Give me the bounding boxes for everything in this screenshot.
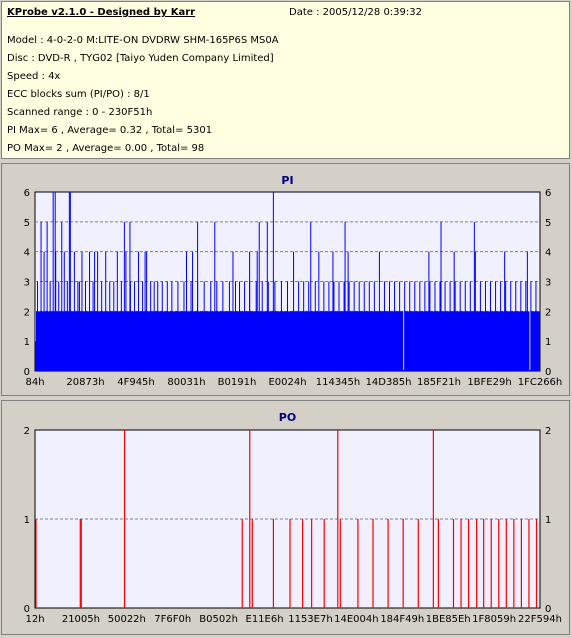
x-tick-label: 80031h <box>167 377 205 388</box>
y-tick-label: 5 <box>24 218 30 229</box>
x-tick-label: 184F49h <box>380 614 424 625</box>
x-tick-label: 4F945h <box>117 377 155 388</box>
pi-stats: PI Max= 6 , Average= 0.32 , Total= 5301 <box>7 125 213 136</box>
y-tick-label: 1 <box>24 337 30 348</box>
ecc-blocks: ECC blocks sum (PI/PO) : 8/1 <box>7 89 150 100</box>
y-tick-label-right: 2 <box>545 426 551 437</box>
pi-chart: PI 0 0 1 1 2 2 3 3 4 4 5 5 6 6 84h 20873h 4F945h 80031h B01… <box>24 174 563 388</box>
x-tick-label: 1BE85Eh <box>426 614 471 625</box>
y-tick-label-right: 1 <box>545 515 551 526</box>
x-tick-label: 1F8059h <box>472 614 516 625</box>
x-tick-label: 1153E7h <box>288 614 332 625</box>
y-tick-label-right: 2 <box>545 307 551 318</box>
chart-title: PO <box>279 411 296 424</box>
y-tick-label: 1 <box>24 515 30 526</box>
x-tick-label: 7F6F0h <box>154 614 191 625</box>
x-tick-label: 84h <box>25 377 44 388</box>
y-tick-label-right: 4 <box>545 248 551 259</box>
x-tick-label: E0024h <box>268 377 306 388</box>
y-tick-label: 2 <box>24 426 30 437</box>
y-tick-label: 3 <box>24 278 30 289</box>
po-chart-panel: PO 0 0 1 1 2 2 12h 21005h 50022h 7F6F0h B0502h E11E6… <box>1 400 570 635</box>
y-tick-label: 0 <box>24 367 30 378</box>
chart-title: PI <box>281 174 293 187</box>
x-tick-label: B0191h <box>218 377 257 388</box>
y-tick-label: 0 <box>24 604 30 615</box>
x-tick-label: 12h <box>25 614 44 625</box>
scanned-range: Scanned range : 0 - 230F51h <box>7 107 153 118</box>
y-tick-label-right: 0 <box>545 367 551 378</box>
po-chart: PO 0 0 1 1 2 2 12h 21005h 50022h 7F6F0h B0502h E11E6… <box>24 411 562 625</box>
x-tick-label: 22F594h <box>518 614 562 625</box>
y-tick-label-right: 1 <box>545 337 551 348</box>
disc-info: Disc : DVD-R , TYG02 [Taiyo Yuden Compan… <box>7 53 274 64</box>
y-tick-label: 4 <box>24 248 30 259</box>
drive-model: Model : 4-0-2-0 M:LITE-ON DVDRW SHM-165P… <box>7 35 279 46</box>
x-tick-label: 114345h <box>316 377 361 388</box>
x-tick-label: 14D385h <box>366 377 412 388</box>
app-title: KProbe v2.1.0 - Designed by Karr <box>7 7 196 18</box>
po-series <box>35 430 538 608</box>
x-tick-label: E11E6h <box>246 614 284 625</box>
x-tick-label: 14E004h <box>334 614 378 625</box>
x-tick-label: 50022h <box>108 614 146 625</box>
y-tick-label: 2 <box>24 307 30 318</box>
x-tick-label: 1FC266h <box>518 377 563 388</box>
info-panel: KProbe v2.1.0 - Designed by Karr Date : … <box>1 1 570 159</box>
y-tick-label-right: 6 <box>545 188 551 199</box>
y-tick-label: 6 <box>24 188 30 199</box>
y-tick-label-right: 3 <box>545 278 551 289</box>
pi-series <box>35 192 540 371</box>
pi-chart-panel: PI 0 0 1 1 2 2 3 3 4 4 5 5 6 6 84h 20873h 4F945h 80031h B01… <box>1 163 570 396</box>
x-tick-label: B0502h <box>199 614 238 625</box>
x-tick-label: 1BFE29h <box>467 377 511 388</box>
scan-date: Date : 2005/12/28 0:39:32 <box>289 7 422 18</box>
x-tick-label: 21005h <box>62 614 100 625</box>
scan-speed: Speed : 4x <box>7 71 61 82</box>
y-tick-label-right: 5 <box>545 218 551 229</box>
y-tick-label-right: 0 <box>545 604 551 615</box>
po-stats: PO Max= 2 , Average= 0.00 , Total= 98 <box>7 143 205 154</box>
x-tick-label: 185F21h <box>417 377 461 388</box>
x-tick-label: 20873h <box>66 377 104 388</box>
